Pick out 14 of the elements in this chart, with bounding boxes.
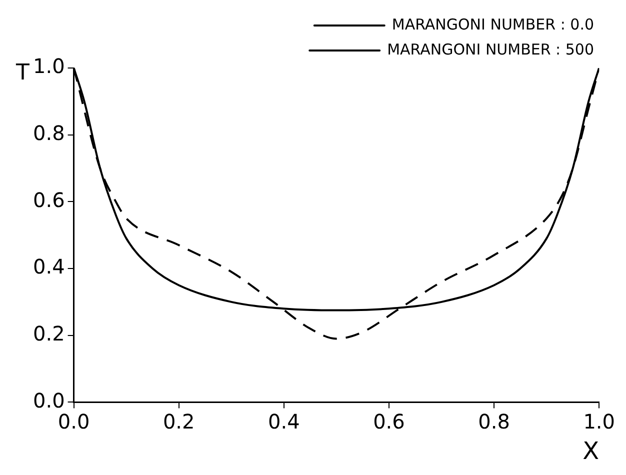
y-axis-title: T <box>15 60 30 86</box>
x-tick-label: 0.8 <box>478 409 510 434</box>
y-tick-label: 0.4 <box>32 254 65 279</box>
x-tick-label: 0.6 <box>373 409 405 434</box>
x-tick-label: 0.2 <box>162 409 195 434</box>
legend-label: MARANGONI NUMBER : 0.0 <box>392 15 594 34</box>
y-tick-label: 1.0 <box>32 54 65 78</box>
x-axis-title: X <box>582 436 600 465</box>
legend-label: MARANGONI NUMBER : 500 <box>387 40 594 58</box>
y-tick-label: 0.2 <box>32 322 65 346</box>
x-tick-label: 1.0 <box>583 409 616 434</box>
x-tick-label: 0.4 <box>268 409 300 434</box>
y-tick-label: 0.8 <box>32 121 65 146</box>
y-tick-label: 0.6 <box>32 188 65 212</box>
